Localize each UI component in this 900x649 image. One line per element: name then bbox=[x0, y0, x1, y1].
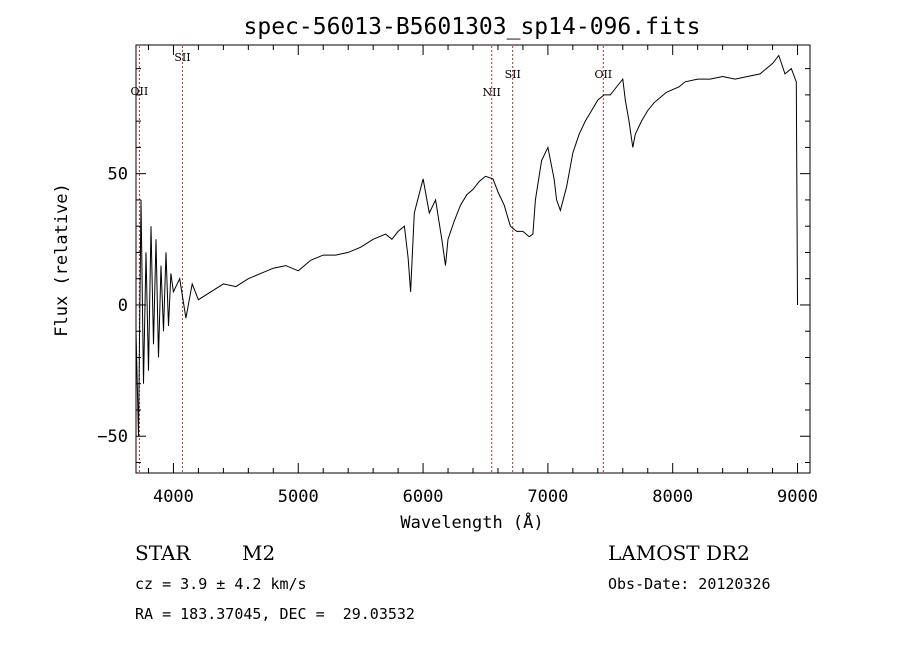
y-tick-label: −50 bbox=[97, 427, 128, 447]
x-tick-label: 4000 bbox=[153, 487, 194, 507]
redshift-text: cz = 3.9 ± 4.2 km/s bbox=[135, 575, 307, 593]
coordinates: RA = 183.37045, DEC = 29.03532 bbox=[135, 605, 415, 623]
y-tick-label: 50 bbox=[108, 165, 128, 185]
spectrum-line bbox=[135, 54, 798, 437]
y-axis-label: Flux (relative) bbox=[52, 183, 72, 337]
spectrum bbox=[135, 54, 798, 437]
x-tick-label: 9000 bbox=[777, 487, 818, 507]
line-marker-label: NII bbox=[483, 86, 501, 99]
line-marker-label: SII bbox=[174, 51, 190, 64]
x-tick-label: 6000 bbox=[403, 487, 444, 507]
line-markers: OII SII NII SII OII bbox=[131, 46, 612, 472]
x-axis: 4000 5000 6000 7000 8000 9000 bbox=[147, 45, 818, 507]
survey-name: LAMOST DR2 bbox=[608, 541, 750, 565]
object-type: STAR bbox=[135, 541, 191, 565]
line-marker-label: OII bbox=[131, 85, 149, 98]
x-tick-label: 5000 bbox=[278, 487, 319, 507]
obs-date: Obs-Date: 20120326 bbox=[608, 575, 771, 593]
x-axis-label: Wavelength (Å) bbox=[400, 511, 543, 533]
y-tick-label: 0 bbox=[118, 296, 128, 316]
x-tick-label: 7000 bbox=[527, 487, 568, 507]
chart-title: spec-56013-B5601303_sp14-096.fits bbox=[244, 14, 701, 40]
x-tick-label: 8000 bbox=[652, 487, 693, 507]
line-marker-label: SII bbox=[505, 68, 521, 81]
spectral-subclass: M2 bbox=[242, 541, 275, 565]
plot-frame bbox=[135, 44, 811, 474]
line-marker-label: OII bbox=[594, 68, 612, 81]
y-axis: −50 0 50 bbox=[97, 68, 810, 463]
